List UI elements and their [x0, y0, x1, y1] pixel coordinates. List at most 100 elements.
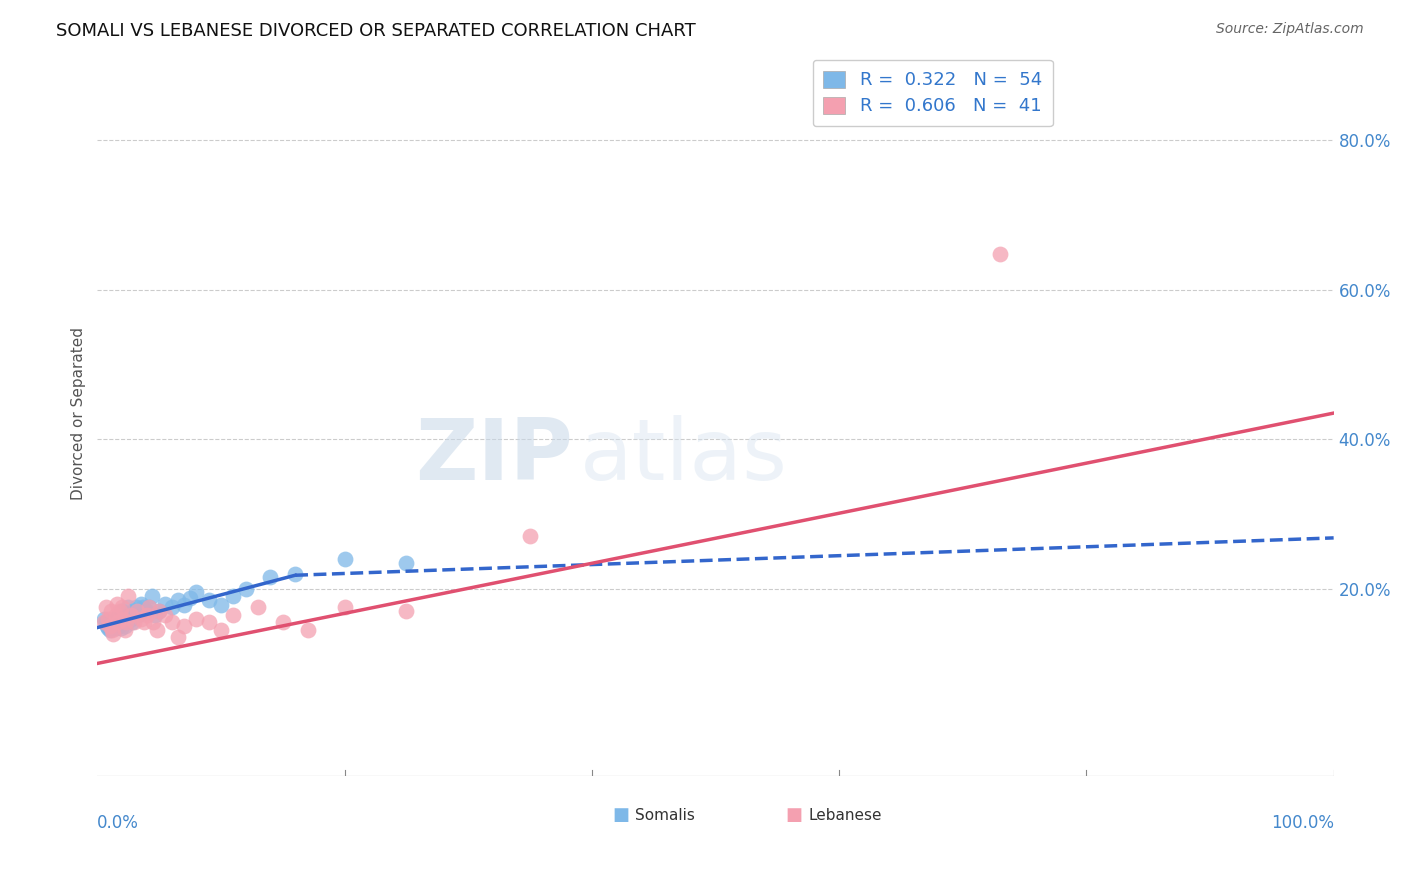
- Point: [103, 611, 125, 625]
- Point: [271, 615, 294, 630]
- Point: [112, 615, 135, 630]
- Point: [127, 607, 149, 622]
- Point: [259, 570, 281, 584]
- Point: [101, 623, 124, 637]
- Point: [103, 613, 125, 627]
- Point: [129, 611, 152, 625]
- Point: [179, 591, 201, 605]
- Point: [284, 566, 307, 581]
- Point: [96, 619, 118, 633]
- Point: [120, 607, 142, 622]
- Point: [138, 600, 160, 615]
- Text: ZIP: ZIP: [416, 415, 574, 498]
- Point: [235, 582, 257, 596]
- Point: [104, 617, 127, 632]
- Text: Somalis: Somalis: [636, 808, 695, 823]
- Point: [108, 617, 131, 632]
- Point: [108, 604, 131, 618]
- Point: [108, 611, 131, 625]
- Text: SOMALI VS LEBANESE DIVORCED OR SEPARATED CORRELATION CHART: SOMALI VS LEBANESE DIVORCED OR SEPARATED…: [56, 22, 696, 40]
- Point: [134, 606, 156, 620]
- Point: [155, 597, 177, 611]
- Point: [93, 615, 115, 630]
- Point: [197, 593, 219, 607]
- Point: [100, 615, 122, 630]
- Point: [104, 621, 127, 635]
- Point: [247, 600, 270, 615]
- Point: [118, 606, 141, 620]
- Point: [111, 607, 134, 622]
- Point: [145, 607, 167, 622]
- Point: [124, 600, 146, 615]
- Point: [94, 600, 117, 615]
- Point: [112, 611, 135, 625]
- Point: [166, 593, 188, 607]
- Point: [186, 611, 208, 625]
- Point: [138, 600, 160, 615]
- Point: [100, 604, 122, 618]
- Point: [117, 589, 139, 603]
- Point: [519, 529, 541, 543]
- Point: [222, 607, 245, 622]
- Text: 0.0%: 0.0%: [97, 814, 139, 832]
- Point: [166, 630, 188, 644]
- Point: [103, 626, 125, 640]
- Point: [197, 615, 219, 630]
- Point: [129, 597, 152, 611]
- Point: [132, 600, 155, 615]
- Point: [134, 615, 156, 630]
- Point: [117, 600, 139, 615]
- Text: ■: ■: [612, 806, 628, 824]
- Point: [114, 619, 136, 633]
- Point: [209, 598, 232, 612]
- Point: [101, 617, 124, 632]
- Point: [98, 619, 121, 633]
- Point: [186, 585, 208, 599]
- Point: [93, 611, 115, 625]
- Point: [111, 600, 134, 615]
- Point: [141, 589, 163, 603]
- Point: [395, 556, 418, 570]
- Point: [160, 615, 183, 630]
- Point: [98, 623, 121, 637]
- Point: [107, 615, 129, 630]
- Point: [173, 598, 195, 612]
- Point: [114, 615, 136, 630]
- Text: Lebanese: Lebanese: [808, 808, 882, 823]
- Point: [297, 623, 319, 637]
- Point: [155, 607, 177, 622]
- Point: [333, 551, 356, 566]
- Point: [114, 611, 136, 625]
- Point: [101, 621, 124, 635]
- Point: [120, 611, 142, 625]
- Point: [104, 607, 127, 622]
- Point: [105, 597, 128, 611]
- Text: Source: ZipAtlas.com: Source: ZipAtlas.com: [1216, 22, 1364, 37]
- Point: [209, 623, 232, 637]
- Point: [111, 604, 134, 618]
- Text: atlas: atlas: [579, 415, 787, 498]
- Text: 100.0%: 100.0%: [1271, 814, 1334, 832]
- Point: [125, 604, 148, 618]
- Point: [173, 619, 195, 633]
- Point: [98, 619, 121, 633]
- Text: ■: ■: [785, 806, 801, 824]
- Point: [333, 600, 356, 615]
- Point: [104, 619, 127, 633]
- Y-axis label: Divorced or Separated: Divorced or Separated: [72, 326, 86, 500]
- Point: [145, 623, 167, 637]
- Point: [105, 613, 128, 627]
- Legend: R =  0.322   N =  54, R =  0.606   N =  41: R = 0.322 N = 54, R = 0.606 N = 41: [813, 60, 1053, 126]
- Point: [121, 615, 143, 630]
- Point: [114, 607, 136, 622]
- Point: [110, 621, 132, 635]
- Point: [395, 604, 418, 618]
- Point: [94, 615, 117, 630]
- Point: [107, 615, 129, 630]
- Point: [988, 247, 1011, 261]
- Point: [142, 615, 165, 630]
- Point: [222, 589, 245, 603]
- Point: [135, 607, 157, 622]
- Point: [124, 615, 146, 630]
- Point: [135, 604, 157, 618]
